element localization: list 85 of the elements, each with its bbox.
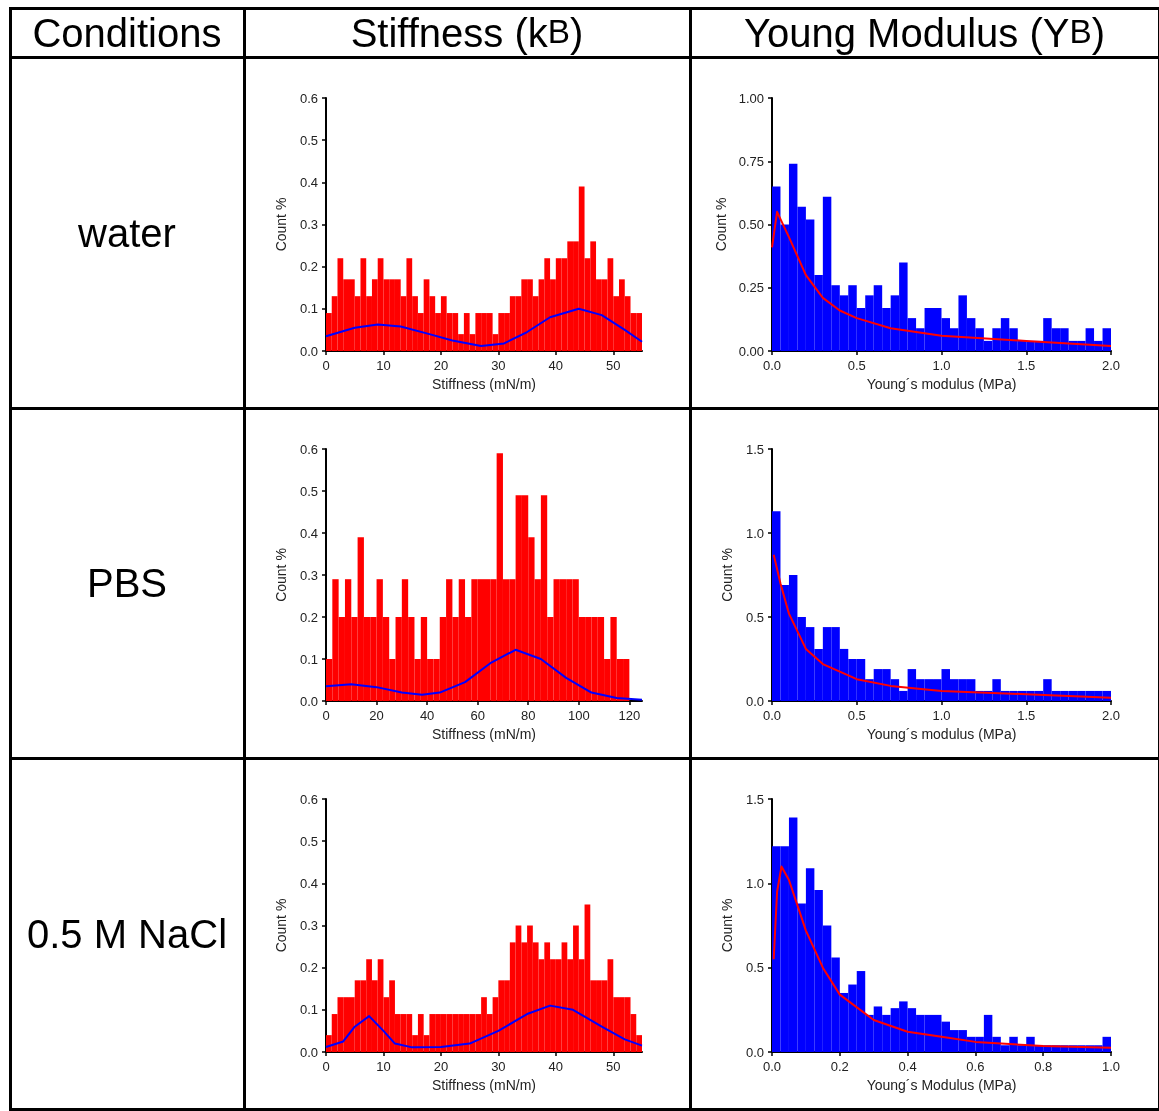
x-axis-title: Young´s modulus (MPa) (866, 726, 1017, 742)
x-tick-label: 1.0 (932, 708, 951, 723)
x-tick-label: 10 (376, 358, 391, 373)
x-tick-label: 20 (433, 1059, 449, 1074)
y-tick-label: 0.0 (745, 693, 764, 709)
x-tick-label: 1.0 (932, 358, 951, 373)
y-tick-label: 0.0 (745, 1044, 764, 1060)
x-tick-label: 80 (521, 708, 536, 723)
x-tick-label: 0.6 (966, 1059, 985, 1074)
x-tick-label: 0 (322, 358, 330, 373)
y-tick-label: 0.2 (299, 259, 318, 275)
x-tick-label: 0.5 (847, 708, 866, 723)
y-axis-title: Count % (712, 197, 729, 252)
y-tick-label: 0.3 (299, 217, 318, 232)
y-tick-label: 0.0 (299, 1044, 318, 1060)
x-tick-label: 40 (419, 708, 435, 723)
y-tick-label: 0.1 (299, 651, 318, 667)
y-tick-label: 1.0 (745, 875, 764, 891)
y-tick-label: 0.3 (299, 567, 318, 583)
y-tick-label: 0.6 (299, 90, 318, 106)
y-tick-label: 0.6 (299, 791, 318, 807)
x-tick-label: 0.8 (1034, 1059, 1053, 1074)
y-axis-title: Count % (719, 898, 735, 953)
y-axis-title: Count % (273, 548, 289, 602)
x-tick-label: 100 (567, 708, 590, 723)
y-tick-label: 0.2 (299, 960, 318, 976)
x-tick-label: 40 (548, 1059, 564, 1074)
x-tick-label: 0.0 (762, 1059, 782, 1074)
y-tick-label: 0.75 (738, 153, 764, 169)
y-axis-title: Count % (719, 548, 735, 602)
y-tick-label: 1.5 (745, 441, 764, 457)
y-tick-label: 0.00 (738, 343, 764, 359)
x-tick-label: 120 (618, 708, 641, 723)
x-tick-label: 2.0 (1101, 358, 1121, 373)
y-tick-label: 0.1 (299, 301, 318, 317)
y-tick-label: 0.3 (299, 918, 318, 933)
y-axis-title: Count % (273, 898, 289, 953)
text: water (10, 57, 244, 408)
x-tick-label: 1.5 (1017, 358, 1036, 373)
y-tick-label: 1.00 (738, 90, 764, 106)
x-tick-label: 0.4 (898, 1059, 917, 1074)
y-tick-label: 0.25 (738, 280, 764, 296)
x-axis-title: Stiffness (mN/m) (432, 726, 536, 742)
x-tick-label: 10 (376, 1059, 391, 1074)
y-tick-label: 0.1 (299, 1002, 318, 1018)
y-tick-label: 0.5 (745, 960, 764, 976)
y-tick-label: 0.4 (299, 174, 318, 190)
x-tick-label: 40 (548, 358, 564, 373)
y-tick-label: 0.0 (299, 343, 318, 359)
x-tick-label: 0 (322, 1059, 330, 1074)
x-tick-label: 1.5 (1017, 708, 1036, 723)
x-tick-label: 0.5 (847, 358, 866, 373)
x-tick-label: 0.0 (762, 708, 782, 723)
x-axis-title: Stiffness (mN/m) (432, 376, 536, 392)
text: 0.5 M NaCl (10, 758, 244, 1109)
y-tick-label: 0.5 (299, 833, 318, 849)
x-tick-label: 50 (606, 358, 621, 373)
y-tick-label: 0.6 (299, 441, 318, 457)
x-tick-label: 20 (433, 358, 449, 373)
y-tick-label: 0.2 (299, 609, 318, 625)
y-tick-label: 1.0 (745, 525, 764, 541)
y-tick-label: 0.50 (738, 217, 764, 232)
y-tick-label: 0.4 (299, 875, 318, 891)
y-tick-label: 1.5 (745, 791, 764, 807)
text: Conditions (10, 8, 244, 57)
x-tick-label: 1.0 (1101, 1059, 1121, 1074)
x-tick-label: 20 (369, 708, 384, 723)
y-tick-label: 0.5 (745, 609, 764, 625)
x-axis-title: Young´s Modulus (MPa) (866, 1077, 1017, 1093)
x-tick-label: 30 (491, 358, 506, 373)
x-axis-title: Young´s modulus (MPa) (866, 376, 1017, 392)
x-tick-label: 0.2 (830, 1059, 849, 1074)
y-tick-label: 0.5 (299, 132, 318, 148)
y-tick-label: 0.5 (299, 483, 318, 499)
y-axis-title: Count % (273, 197, 289, 252)
x-tick-label: 30 (491, 1059, 506, 1074)
x-tick-label: 2.0 (1101, 708, 1121, 723)
x-tick-label: 0 (322, 708, 330, 723)
y-tick-label: 0.0 (299, 693, 318, 709)
text: PBS (10, 408, 244, 758)
x-tick-label: 0.0 (762, 358, 782, 373)
x-axis-title: Stiffness (mN/m) (432, 1077, 536, 1093)
x-tick-label: 60 (470, 708, 485, 723)
x-tick-label: 50 (606, 1059, 621, 1074)
y-tick-label: 0.4 (299, 525, 318, 541)
